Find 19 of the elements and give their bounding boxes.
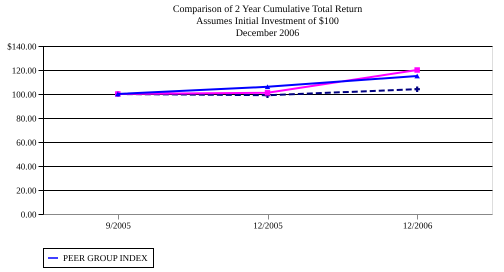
y-tick-label: 120.00	[12, 66, 37, 76]
y-tick-label: 100.00	[12, 90, 37, 100]
y-tick-label: 80.00	[16, 114, 37, 124]
y-tick-label: 60.00	[16, 138, 37, 148]
y-tick-label: 0.00	[20, 210, 37, 220]
point	[414, 67, 420, 73]
y-tick-label: 40.00	[16, 162, 37, 172]
point	[264, 84, 270, 90]
text: Assumes Initial Investment of $100	[196, 16, 339, 27]
x-tick-label: 12/2006	[402, 220, 433, 230]
legend-label: PEER GROUP INDEX	[63, 253, 148, 263]
x-tick-label: 12/2005	[253, 220, 284, 230]
y-tick-label: $140.00	[7, 42, 37, 52]
y-tick-label: 20.00	[16, 186, 37, 196]
x-tick-label: 9/2005	[106, 220, 132, 230]
point	[414, 74, 420, 78]
text: Comparison of 2 Year Cumulative Total Return	[172, 4, 362, 15]
point	[414, 86, 420, 92]
text: December 2006	[236, 28, 300, 39]
